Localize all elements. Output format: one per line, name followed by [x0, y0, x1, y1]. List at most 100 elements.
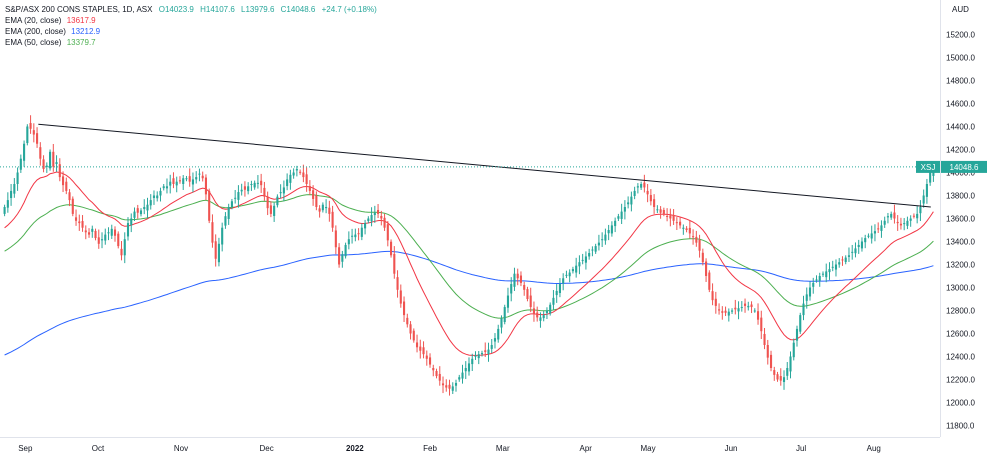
- candle-body: [857, 244, 860, 248]
- candle-body: [165, 186, 169, 189]
- candle-body: [792, 342, 795, 358]
- candle-body: [899, 223, 902, 226]
- candle-body: [912, 215, 915, 217]
- candle-body: [81, 221, 84, 228]
- y-tick-label: 13800.0: [946, 192, 975, 201]
- candle-body: [860, 241, 864, 249]
- ticker-tag-label: XSJ: [921, 163, 936, 172]
- x-tick-label: Aug: [867, 444, 881, 453]
- candle-body: [669, 215, 672, 219]
- candle-body: [737, 308, 740, 312]
- candle-body: [604, 234, 607, 241]
- candle-body: [799, 315, 802, 332]
- candle-body: [467, 363, 471, 372]
- candle-body: [542, 315, 545, 319]
- candle-body: [97, 237, 100, 244]
- candle-body: [328, 207, 331, 214]
- candle-body: [773, 370, 776, 375]
- candle-body: [539, 317, 542, 321]
- candle-body: [789, 356, 792, 372]
- candle-body: [321, 204, 324, 211]
- candle-body: [71, 198, 74, 214]
- candle-body: [292, 172, 295, 176]
- candle-body: [84, 230, 87, 233]
- candle-body: [821, 273, 825, 275]
- candle-body: [16, 172, 19, 184]
- candle-body: [113, 229, 117, 236]
- x-tick-label: Jul: [796, 444, 806, 453]
- candle-body: [565, 274, 568, 276]
- candle-body: [65, 181, 68, 191]
- candle-body: [815, 279, 818, 281]
- candle-body: [149, 200, 152, 206]
- candle-body: [399, 290, 402, 304]
- candle-body: [415, 342, 419, 348]
- y-tick-label: 14400.0: [946, 123, 975, 132]
- candle-body: [929, 172, 932, 183]
- candle-body: [419, 346, 422, 351]
- candle-body: [250, 184, 253, 185]
- candle-body: [903, 223, 906, 225]
- candle-body: [513, 273, 516, 287]
- candle-body: [305, 174, 308, 184]
- candle-body: [39, 147, 42, 159]
- candle-body: [211, 222, 214, 243]
- candle-body: [3, 207, 6, 214]
- candle-body: [221, 227, 224, 245]
- candle-body: [45, 165, 48, 167]
- candle-body: [237, 192, 240, 200]
- y-tick-label: 12000.0: [946, 399, 975, 408]
- ema20-value: 13617.9: [66, 16, 96, 25]
- candle-body: [36, 133, 39, 144]
- candle-body: [104, 234, 107, 241]
- candle-body: [614, 220, 617, 227]
- candle-body: [536, 312, 539, 318]
- candle-body: [575, 265, 578, 273]
- candle-body: [692, 236, 695, 238]
- candle-body: [234, 197, 237, 199]
- candle-body: [276, 196, 279, 206]
- candle-body: [351, 235, 354, 237]
- candle-body: [838, 262, 841, 265]
- candle-body: [402, 301, 406, 316]
- candle-body: [480, 353, 484, 355]
- candle-body: [474, 355, 477, 357]
- candle-body: [396, 277, 399, 290]
- x-tick-label: May: [640, 444, 655, 453]
- legend-ema50[interactable]: EMA (50, close) 13379.7: [5, 37, 381, 48]
- candle-body: [357, 233, 360, 235]
- ema200-label: EMA (200, close): [5, 27, 66, 36]
- legend-ema200[interactable]: EMA (200, close) 13212.9: [5, 26, 381, 37]
- candle-body: [698, 239, 701, 251]
- candle-body: [549, 304, 552, 314]
- candle-body: [214, 241, 217, 259]
- candle-body: [747, 305, 750, 308]
- y-tick-label: 13200.0: [946, 261, 975, 270]
- y-tick-label: 12800.0: [946, 307, 975, 316]
- candle-body: [172, 178, 175, 184]
- candle-body: [380, 215, 383, 219]
- candle-body: [123, 239, 126, 256]
- candle-body: [191, 179, 195, 185]
- candle-body: [750, 304, 753, 308]
- candle-body: [854, 248, 857, 254]
- candle-body: [68, 192, 71, 201]
- candle-body: [461, 372, 464, 379]
- legend-ema20[interactable]: EMA (20, close) 13617.9: [5, 15, 381, 26]
- candle-body: [334, 230, 337, 248]
- candle-body: [666, 215, 669, 217]
- candle-body: [52, 151, 55, 167]
- candle-body: [795, 328, 799, 341]
- candle-body: [766, 345, 769, 358]
- candle-body: [269, 205, 272, 214]
- candle-body: [6, 200, 9, 208]
- candle-body: [29, 123, 32, 129]
- candle-body: [146, 204, 149, 211]
- legend-ohlc: S&P/ASX 200 CONS STAPLES, 1D, ASX O14023…: [5, 4, 381, 15]
- candle-body: [464, 368, 467, 372]
- candle-body: [347, 239, 350, 245]
- candle-body: [169, 181, 172, 186]
- y-tick-label: 11800.0: [946, 422, 975, 431]
- candle-body: [273, 205, 276, 216]
